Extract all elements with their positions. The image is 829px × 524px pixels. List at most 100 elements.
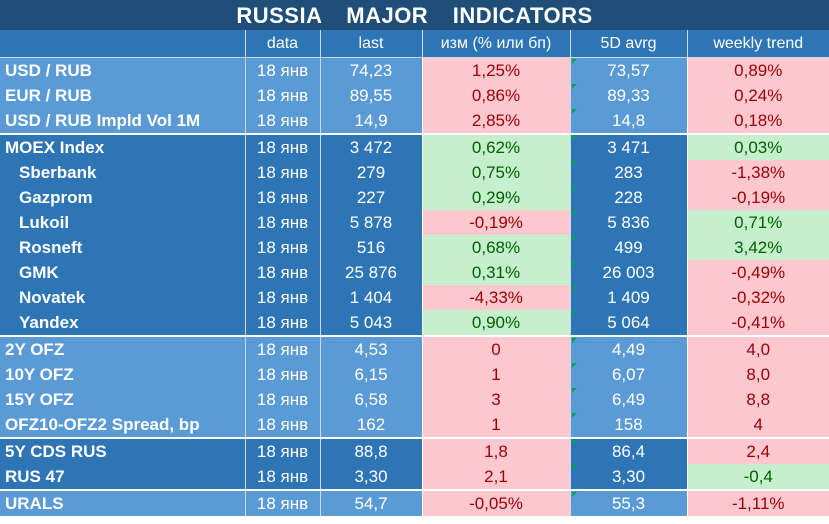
row-change: 0,62% — [421, 133, 570, 160]
row-last: 227 — [319, 185, 422, 210]
row-date: 18 янв — [244, 489, 320, 516]
row-name: 10Y OFZ — [0, 362, 245, 387]
row-last: 516 — [319, 235, 422, 260]
row-last: 89,55 — [319, 83, 422, 108]
row-change: -0,19% — [421, 210, 570, 235]
row-name: OFZ10-OFZ2 Spread, bp — [0, 412, 245, 438]
row-last: 5 878 — [319, 210, 422, 235]
row-last: 162 — [319, 412, 422, 438]
row-last: 25 876 — [319, 260, 422, 285]
row-change: 0,29% — [421, 185, 570, 210]
row-name: EUR / RUB — [0, 83, 245, 108]
header-row: data last изм (% или бп) 5D avrg weekly … — [0, 30, 829, 58]
row-avg: 14,8 — [569, 108, 687, 134]
table-row: Novatek 18 янв 1 404 -4,33% 1 409 -0,32% — [0, 285, 829, 310]
row-trend: 0,03% — [686, 133, 829, 160]
row-date: 18 янв — [244, 133, 320, 160]
row-date: 18 янв — [244, 335, 320, 362]
row-change: -4,33% — [421, 285, 570, 310]
row-avg: 55,3 — [569, 489, 687, 516]
row-change: 2,1 — [421, 464, 570, 490]
header-trend: weekly trend — [686, 30, 829, 58]
header-name — [0, 30, 245, 58]
row-last: 6,15 — [319, 362, 422, 387]
row-last: 88,8 — [319, 437, 422, 464]
row-trend: 4 — [686, 412, 829, 438]
table-row: GMK 18 янв 25 876 0,31% 26 003 -0,49% — [0, 260, 829, 285]
header-date: data — [244, 30, 320, 58]
row-avg: 283 — [569, 160, 687, 185]
row-last: 5 043 — [319, 310, 422, 336]
row-avg: 3 471 — [569, 133, 687, 160]
row-avg: 5 836 — [569, 210, 687, 235]
row-trend: 4,0 — [686, 335, 829, 362]
row-avg: 228 — [569, 185, 687, 210]
row-name: MOEX Index — [0, 133, 245, 160]
row-trend: -0,41% — [686, 310, 829, 336]
row-last: 6,58 — [319, 387, 422, 412]
row-last: 74,23 — [319, 57, 422, 83]
row-date: 18 янв — [244, 260, 320, 285]
row-trend: -1,11% — [686, 489, 829, 516]
row-trend: 8,0 — [686, 362, 829, 387]
row-date: 18 янв — [244, 185, 320, 210]
row-date: 18 янв — [244, 235, 320, 260]
row-last: 279 — [319, 160, 422, 185]
table-row: URALS 18 янв 54,7 -0,05% 55,3 -1,11% — [0, 489, 829, 516]
row-last: 54,7 — [319, 489, 422, 516]
row-trend: -1,38% — [686, 160, 829, 185]
table-row: Gazprom 18 янв 227 0,29% 228 -0,19% — [0, 185, 829, 210]
table-row: RUS 47 18 янв 3,30 2,1 3,30 -0,4 — [0, 464, 829, 490]
row-trend: 2,4 — [686, 437, 829, 464]
row-date: 18 янв — [244, 362, 320, 387]
row-avg: 73,57 — [569, 57, 687, 83]
row-avg: 6,07 — [569, 362, 687, 387]
row-last: 3,30 — [319, 464, 422, 490]
row-trend: 0,18% — [686, 108, 829, 134]
row-change: 0,86% — [421, 83, 570, 108]
row-avg: 3,30 — [569, 464, 687, 490]
row-avg: 158 — [569, 412, 687, 438]
table-row: OFZ10-OFZ2 Spread, bp 18 янв 162 1 158 4 — [0, 412, 829, 438]
table-row: Yandex 18 янв 5 043 0,90% 5 064 -0,41% — [0, 310, 829, 336]
table-row: Lukoil 18 янв 5 878 -0,19% 5 836 0,71% — [0, 210, 829, 235]
row-name: Yandex — [0, 310, 245, 336]
row-avg: 89,33 — [569, 83, 687, 108]
row-change: 1 — [421, 412, 570, 438]
row-date: 18 янв — [244, 83, 320, 108]
row-change: -0,05% — [421, 489, 570, 516]
row-change: 1,8 — [421, 437, 570, 464]
row-trend: -0,19% — [686, 185, 829, 210]
table-row: Rosneft 18 янв 516 0,68% 499 3,42% — [0, 235, 829, 260]
row-trend: -0,4 — [686, 464, 829, 490]
row-avg: 1 409 — [569, 285, 687, 310]
table-row: 2Y OFZ 18 янв 4,53 0 4,49 4,0 — [0, 335, 829, 362]
row-trend: 0,24% — [686, 83, 829, 108]
row-trend: -0,32% — [686, 285, 829, 310]
row-date: 18 янв — [244, 57, 320, 83]
row-avg: 6,49 — [569, 387, 687, 412]
row-avg: 4,49 — [569, 335, 687, 362]
row-name: Lukoil — [0, 210, 245, 235]
row-trend: -0,49% — [686, 260, 829, 285]
row-date: 18 янв — [244, 310, 320, 336]
row-change: 3 — [421, 387, 570, 412]
table-row: 5Y CDS RUS 18 янв 88,8 1,8 86,4 2,4 — [0, 437, 829, 464]
row-name: Novatek — [0, 285, 245, 310]
row-change: 1 — [421, 362, 570, 387]
table-row: MOEX Index 18 янв 3 472 0,62% 3 471 0,03% — [0, 133, 829, 160]
indicators-table: data last изм (% или бп) 5D avrg weekly … — [0, 30, 829, 516]
row-last: 1 404 — [319, 285, 422, 310]
row-change: 0,90% — [421, 310, 570, 336]
header-last: last — [319, 30, 422, 58]
row-name: USD / RUB Impld Vol 1M — [0, 108, 245, 134]
row-date: 18 янв — [244, 108, 320, 134]
row-name: USD / RUB — [0, 57, 245, 83]
table-row: 15Y OFZ 18 янв 6,58 3 6,49 8,8 — [0, 387, 829, 412]
table-row: USD / RUB Impld Vol 1M 18 янв 14,9 2,85% 14,… — [0, 108, 829, 134]
row-change: 0,31% — [421, 260, 570, 285]
table-row: 10Y OFZ 18 янв 6,15 1 6,07 8,0 — [0, 362, 829, 387]
table-title: RUSSIA MAJOR INDICATORS — [0, 0, 829, 30]
row-last: 3 472 — [319, 133, 422, 160]
row-change: 0,75% — [421, 160, 570, 185]
